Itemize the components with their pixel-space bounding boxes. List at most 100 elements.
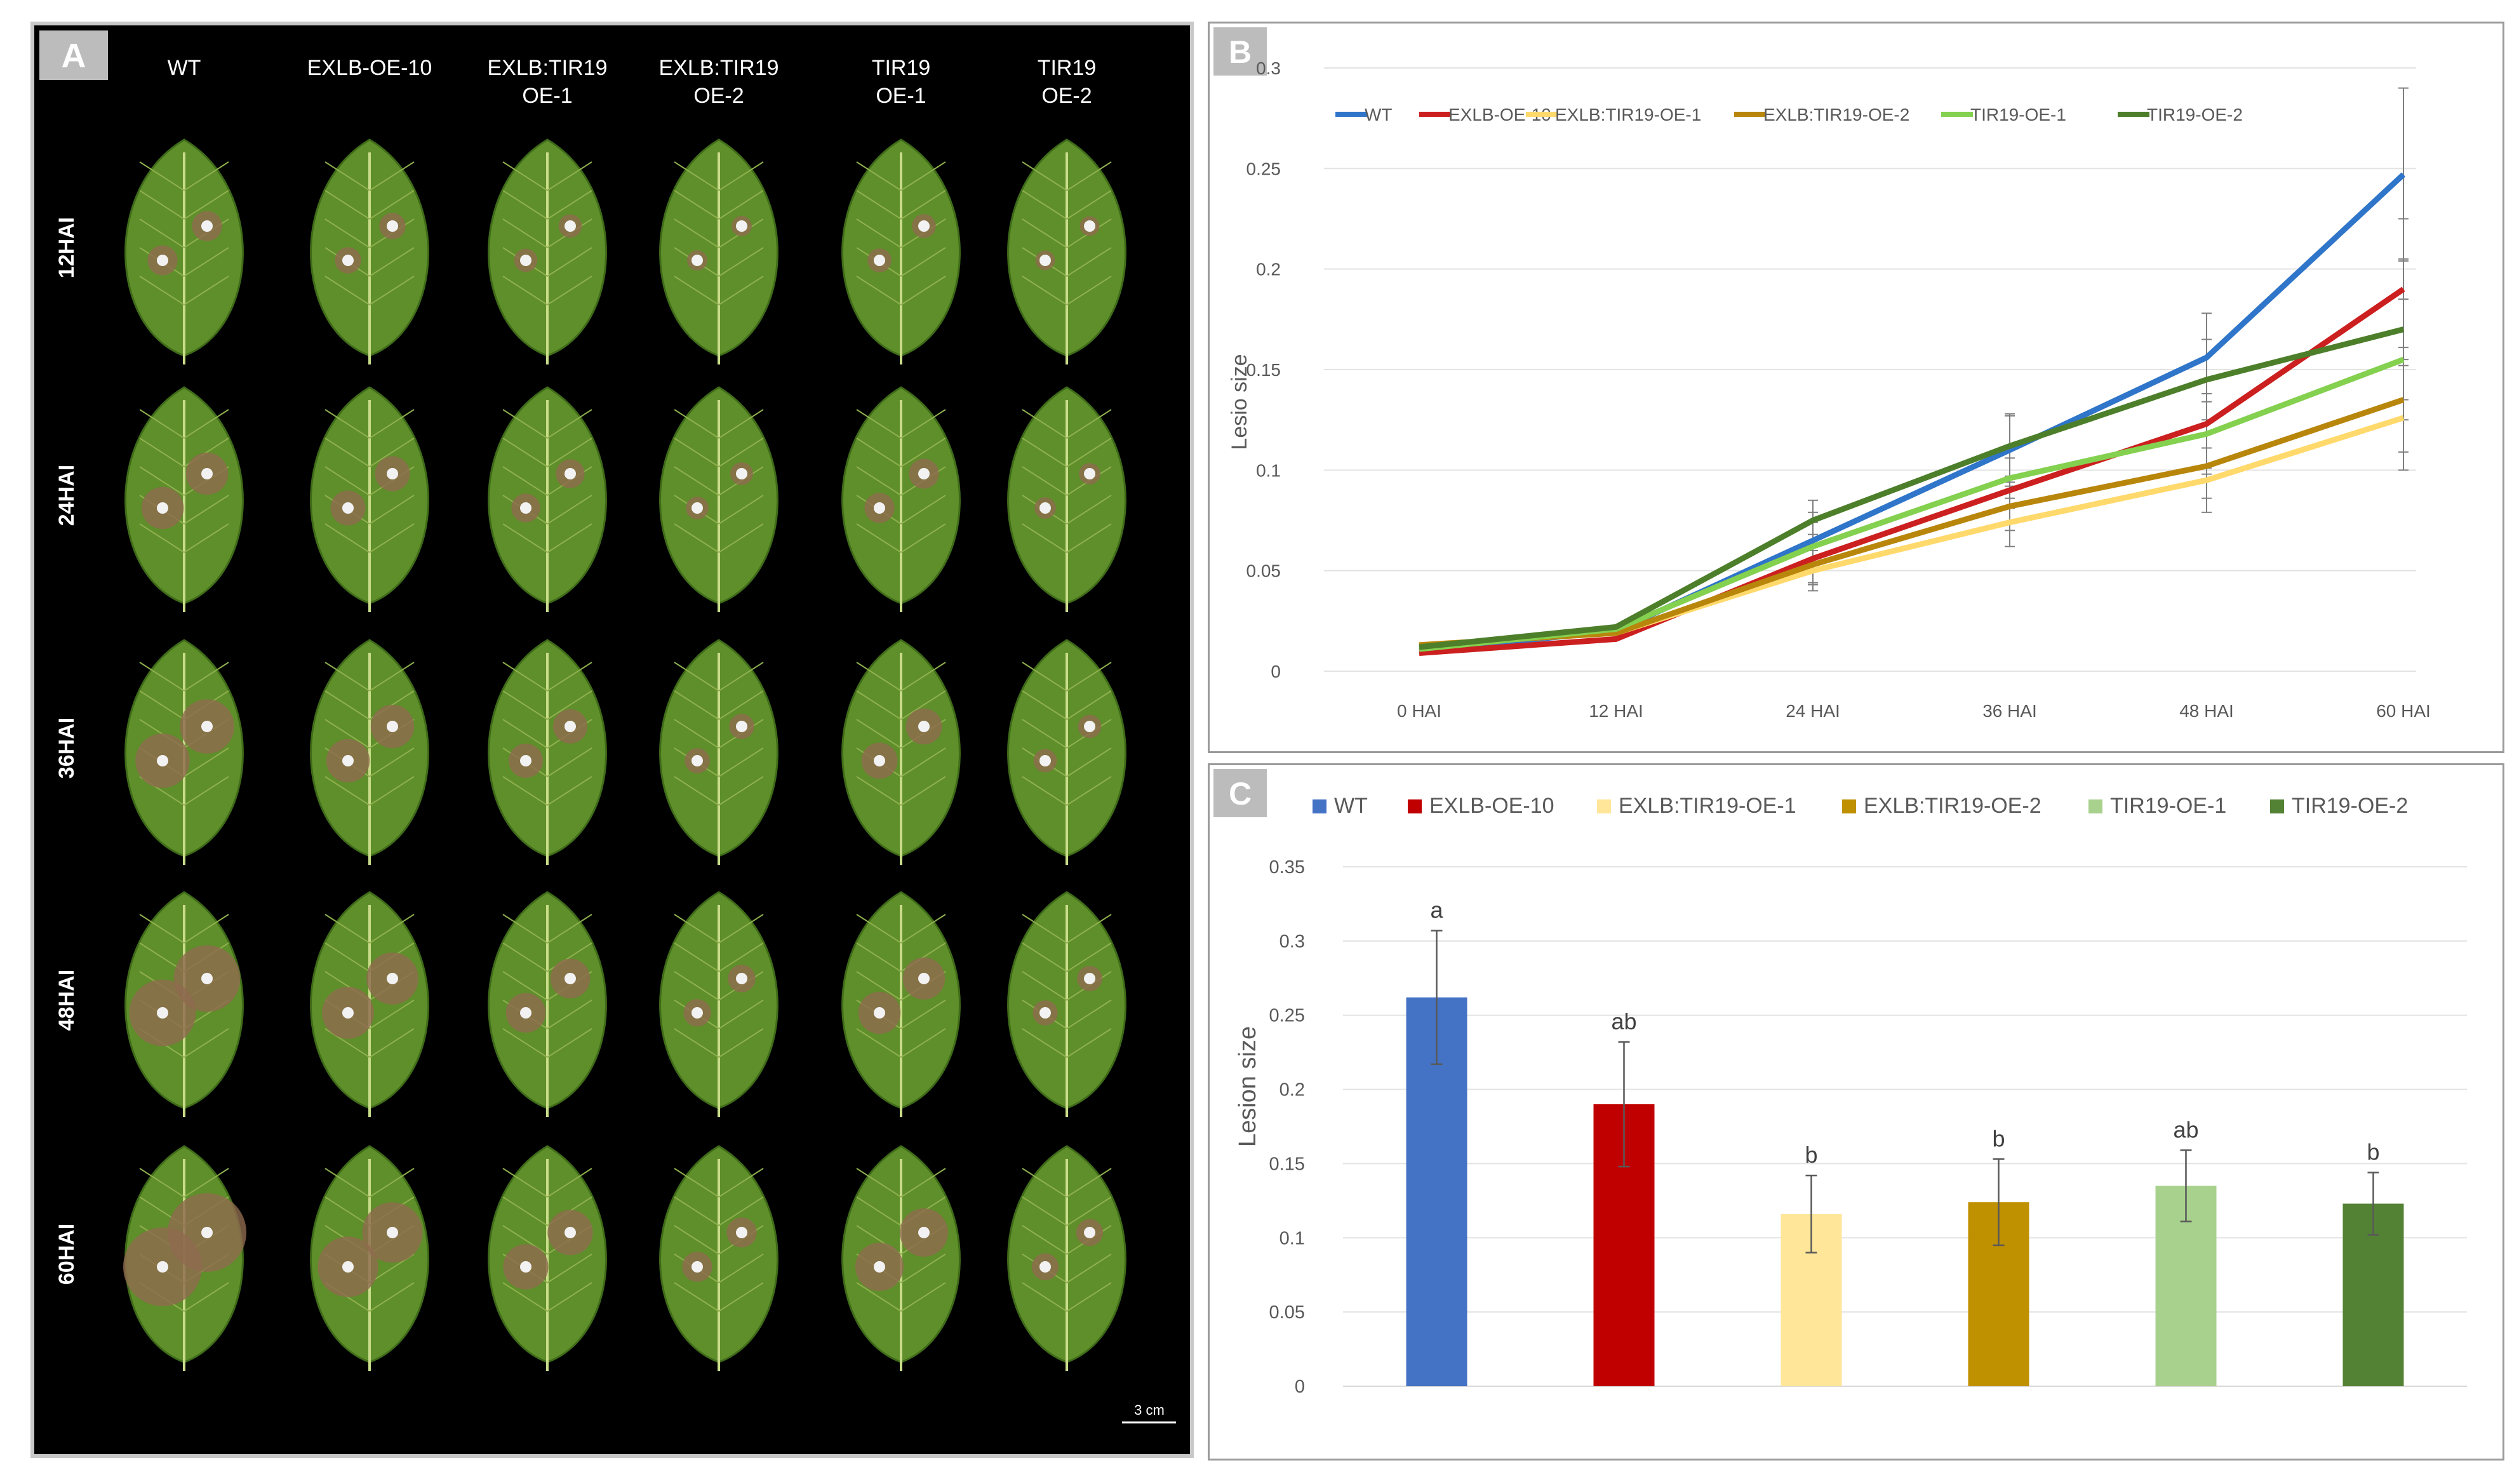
leaf-image	[310, 386, 429, 612]
leaf-vein	[324, 942, 370, 972]
leaf-vein	[674, 942, 719, 972]
legend-label: EXLB:TIR19-OE-2	[1763, 105, 1909, 124]
leaf-vein	[1066, 942, 1112, 972]
leaf-image	[659, 891, 778, 1117]
leaf-vein	[184, 247, 229, 277]
legend-swatch	[2270, 799, 2284, 813]
leaf-vein	[139, 523, 185, 553]
leaf-vein	[856, 523, 902, 553]
leaf-vein	[1066, 776, 1112, 806]
x-tick-label: 36 HAI	[1982, 701, 2037, 721]
leaf-image	[1007, 138, 1126, 364]
inoculation-spot	[157, 502, 168, 514]
leaf-vein	[547, 190, 592, 220]
leaf-vein	[502, 276, 548, 305]
leaf-image	[1007, 891, 1126, 1117]
x-tick-label: 0 HAI	[1397, 701, 1441, 721]
line-chart-series	[1419, 172, 2406, 656]
inoculation-spot	[736, 1227, 747, 1238]
leaf-vein	[856, 971, 902, 1001]
inoculation-spot	[520, 502, 531, 514]
inoculation-spot	[1084, 468, 1095, 479]
leaf-vein	[324, 523, 370, 553]
leaf-vein	[184, 276, 229, 305]
leaf-vein	[1066, 690, 1112, 720]
leaf-vein	[718, 914, 764, 944]
inoculation-spot	[918, 1227, 930, 1238]
line-chart-x-ticks: 0 HAI 12 HAI 24 HAI 36 HAI 48 HAI 60 HAI	[1397, 701, 2431, 721]
leaf-vein	[547, 690, 592, 720]
line-chart-legend: WT EXLB-OE-10 EXLB:TIR19-OE-1 EXLB:TIR19-OE…	[1335, 105, 2243, 124]
column-header-line1: EXLB:TIR19	[488, 56, 608, 80]
column-header-line1: EXLB:TIR19	[659, 56, 779, 80]
leaf-vein	[324, 719, 370, 749]
leaf-image	[310, 639, 429, 865]
leaf-vein	[139, 914, 185, 944]
leaf-vein	[324, 662, 370, 692]
leaf-vein	[718, 1282, 764, 1312]
leaf-image	[841, 138, 961, 364]
leaf-vein	[369, 1028, 415, 1058]
leaf-vein	[502, 409, 548, 439]
leaf-vein	[856, 190, 902, 220]
y-tick-label: 0.3	[1280, 932, 1305, 952]
inoculation-spot	[692, 502, 703, 514]
y-tick-label: 0.2	[1280, 1080, 1305, 1100]
leaf-vein	[502, 523, 548, 553]
leaf-vein	[502, 438, 548, 467]
leaf-vein	[547, 999, 592, 1029]
leaf-vein	[900, 1028, 946, 1058]
inoculation-spot	[201, 973, 213, 984]
leaf-vein	[184, 662, 229, 692]
legend-label: TIR19-OE-2	[2292, 794, 2408, 818]
leaf-vein	[856, 409, 902, 439]
panel-c-label: C	[1229, 776, 1252, 812]
leaf-vein	[1022, 218, 1067, 248]
inoculation-spot	[157, 1007, 168, 1019]
leaf-image	[659, 386, 778, 612]
leaf-vein	[718, 438, 764, 467]
leaf-vein	[900, 999, 946, 1029]
significance-letter: b	[1805, 1142, 1817, 1168]
leaf-vein	[184, 1168, 229, 1198]
inoculation-spot	[520, 1007, 531, 1019]
leaf-vein	[369, 914, 415, 944]
inoculation-spot	[342, 1007, 354, 1019]
leaf-vein	[900, 523, 946, 553]
legend-label: TIR19-OE-1	[1970, 105, 2066, 124]
leaf-vein	[674, 1028, 719, 1058]
leaf-vein	[900, 438, 946, 467]
series-line-tir19-oe-1	[1419, 356, 2405, 652]
inoculation-spot	[918, 721, 930, 732]
bar-chart-y-axis-label: Lesion size	[1234, 1026, 1261, 1147]
leaf-vein	[900, 1253, 946, 1283]
leaf-vein	[324, 466, 370, 496]
y-tick-label: 0	[1271, 662, 1281, 681]
inoculation-spot	[387, 973, 398, 984]
leaf-vein	[184, 1028, 229, 1058]
leaf-image	[488, 138, 607, 364]
leaf-vein	[1022, 1225, 1067, 1255]
leaf-vein	[718, 247, 764, 277]
leaf-vein	[502, 1282, 548, 1312]
inoculation-spot	[874, 1261, 885, 1273]
leaf-vein	[502, 776, 548, 806]
leaf-image	[841, 386, 961, 612]
bar-chart-error-bars	[1431, 930, 2379, 1253]
leaf-vein	[369, 776, 415, 806]
leaf-vein	[1022, 438, 1067, 467]
column-header-line2: OE-1	[522, 84, 572, 108]
legend-label: EXLB-OE-10	[1429, 794, 1554, 818]
leaf-vein	[502, 1168, 548, 1198]
legend-label: EXLB:TIR19-OE-1	[1555, 105, 1701, 124]
panel-a-label: A	[62, 37, 86, 75]
leaf-vein	[674, 466, 719, 496]
leaf-vein	[502, 662, 548, 692]
leaf-image	[488, 639, 607, 865]
inoculation-spot	[201, 721, 213, 732]
leaf-vein	[139, 690, 185, 720]
leaf-vein	[1066, 409, 1112, 439]
leaf-vein	[674, 1225, 719, 1255]
leaf-vein	[324, 218, 370, 248]
panel-a-label-box	[39, 30, 108, 80]
